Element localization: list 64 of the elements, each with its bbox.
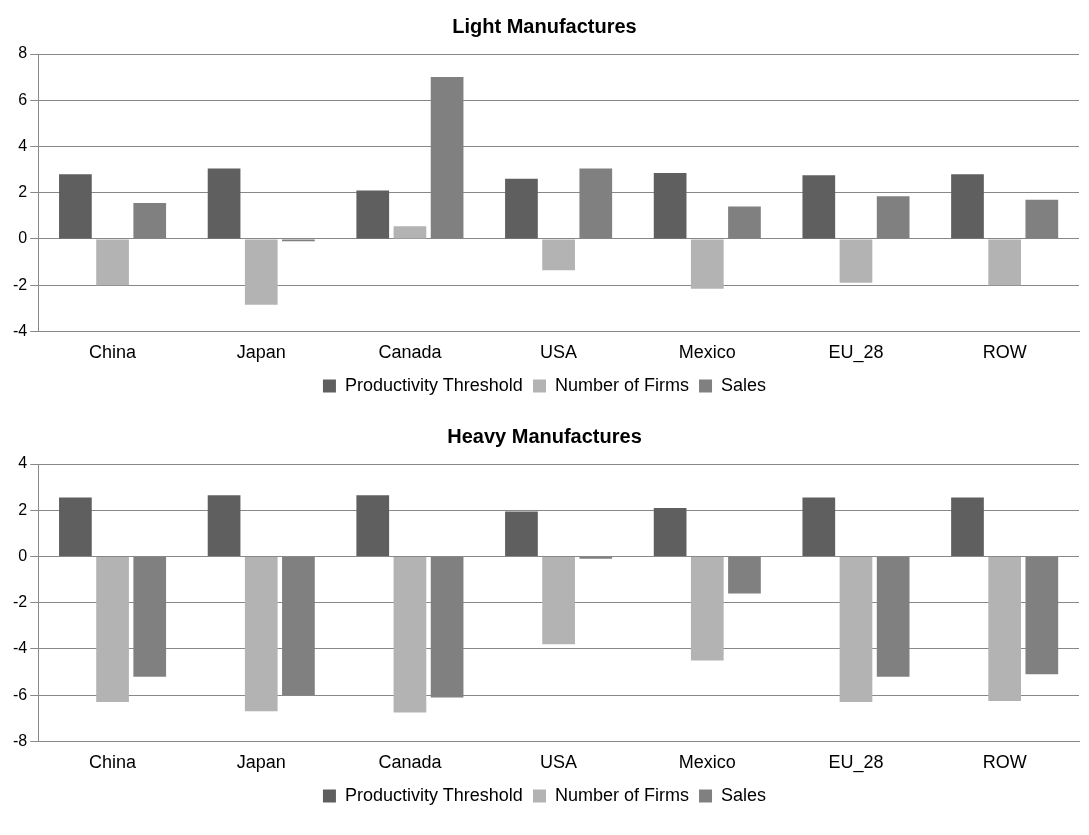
bar [951,174,984,239]
legend-label: Productivity Threshold [344,784,523,805]
bar [653,507,687,556]
legend-label: Number of Firms [555,374,690,395]
bar [244,556,278,712]
bar [690,239,724,289]
bar [207,168,241,239]
y-tick-label: -2 [12,593,28,611]
y-tick-label: 0 [18,229,28,247]
x-tick-label: Mexico [678,342,736,363]
bar [356,495,390,556]
x-tick-label: USA [540,342,578,363]
legend-label: Productivity Threshold [344,374,523,395]
x-tick-label: EU_28 [828,752,884,774]
y-tick-label: 2 [18,500,28,518]
bar [505,178,538,239]
y-tick-label: 4 [18,136,28,154]
bar [951,497,984,556]
x-tick-label: Mexico [678,752,736,773]
x-tick-label: China [89,752,138,773]
x-tick-label: Japan [236,752,286,773]
bar [802,497,836,556]
bar [802,175,836,239]
bar [393,556,427,713]
bar [96,556,129,703]
y-tick-label: -4 [12,321,28,339]
legend-label: Number of Firms [555,784,690,805]
y-tick-label: -8 [12,731,28,749]
x-tick-label: Canada [378,752,443,773]
bar [59,497,92,556]
x-tick-label: ROW [982,752,1027,773]
bar [356,190,390,239]
x-tick-label: Japan [236,342,286,363]
bar [839,239,873,283]
bar [393,226,427,239]
y-tick-label: 4 [18,454,28,472]
bar [207,495,241,556]
bar [59,174,92,239]
y-tick-label: 0 [18,546,28,564]
x-tick-label: Canada [378,342,443,363]
legend-label: Sales [721,374,767,395]
y-tick-label: 6 [18,90,28,108]
bar [988,239,1022,286]
y-tick-label: -4 [12,639,28,657]
x-tick-label: ROW [982,342,1027,363]
bar [839,556,873,703]
y-tick-label: 2 [18,183,28,201]
legend-label: Sales [721,784,767,805]
bar [96,239,129,286]
y-tick-label: -2 [12,275,28,293]
bar [690,556,724,661]
x-tick-label: EU_28 [828,342,884,364]
x-tick-label: USA [540,752,578,773]
chart-title: Light Manufactures [452,14,637,37]
bar [542,556,575,645]
bar [505,511,538,556]
chart-title: Heavy Manufactures [447,424,642,447]
y-tick-label: 8 [18,44,28,62]
bar [988,556,1022,701]
bar [653,173,687,239]
y-tick-label: -6 [12,685,28,703]
bar [244,239,278,305]
x-tick-label: China [89,342,138,363]
bar [542,239,575,271]
